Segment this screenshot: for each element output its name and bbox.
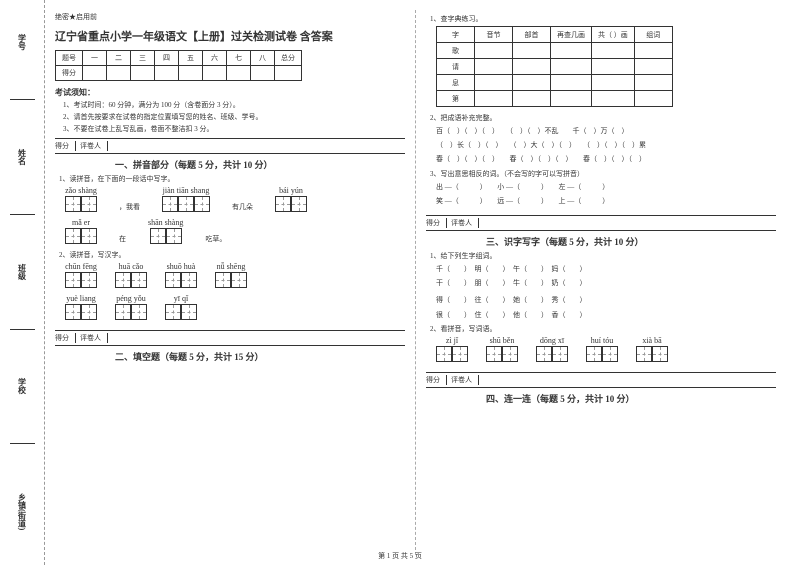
- section-4-title: 四、连一连（每题 5 分，共计 10 分）: [486, 392, 776, 405]
- th: 三: [131, 51, 155, 66]
- binding-margin: 学号 姓名 班级 学校 乡镇(街道): [0, 0, 45, 565]
- notice-item: 3、不要在试卷上乱写乱画，卷面不整洁扣 3 分。: [63, 124, 405, 134]
- question-text: 2、看拼音，写词语。: [430, 324, 776, 334]
- idiom-line: 春（ ）（ ）（ ） 春（ ）（ ）（ ） 春（ ）（ ）（ ）: [436, 154, 776, 165]
- pinyin: jiàn tiān shang: [163, 186, 210, 195]
- margin-line: [10, 329, 35, 330]
- group-line: 干（ ） 朋（ ） 牛（ ） 奶（ ）: [436, 278, 776, 289]
- score-label: 得分: [426, 375, 447, 385]
- left-column: 绝密★启用前 辽宁省重点小学一年级语文【上册】过关检测试卷 含答案 题号 一 二…: [45, 0, 415, 565]
- marker-label: 评卷人: [80, 333, 108, 343]
- th: 二: [107, 51, 131, 66]
- pinyin-row: zì jǐ shū běn dōng xī huí tóu xià bā: [436, 336, 776, 362]
- right-column: 1、查字典练习。 字 音节 部首 再查几画 共（ ）画 组词 歌 请 息 第 2…: [416, 0, 786, 565]
- pinyin: mǎ er: [72, 218, 90, 227]
- inline-text: ，我看: [119, 202, 140, 212]
- exam-title: 辽宁省重点小学一年级语文【上册】过关检测试卷 含答案: [55, 28, 405, 44]
- th: 七: [227, 51, 251, 66]
- margin-label: 姓名: [17, 149, 28, 165]
- inline-text: 有几朵: [232, 202, 253, 212]
- group-line: 很（ ） 住（ ） 他（ ） 香（ ）: [436, 310, 776, 321]
- score-box: 得分 评卷人: [55, 138, 405, 154]
- pinyin-row: yuè liang péng yǒu yī qǐ: [65, 294, 405, 320]
- marker-label: 评卷人: [451, 218, 479, 228]
- pinyin-block: mǎ er: [65, 218, 97, 244]
- question-text: 2、读拼音，写汉字。: [59, 250, 405, 260]
- margin-label: 学号: [17, 34, 28, 50]
- score-box: 得分 评卷人: [426, 372, 776, 388]
- question-text: 3、写出意思相反的词。（不会写的字可以写拼音）: [430, 169, 776, 179]
- pinyin-row: zǎo shàng ，我看 jiàn tiān shang 有几朵 bái yú…: [65, 186, 405, 212]
- pinyin-block: shān shàng: [148, 218, 183, 244]
- th: 四: [155, 51, 179, 66]
- group-line: 得（ ） 往（ ） 她（ ） 秀（ ）: [436, 295, 776, 306]
- margin-line: [10, 214, 35, 215]
- notice-heading: 考试须知：: [55, 87, 405, 98]
- question-text: 2、把成语补充完整。: [430, 113, 776, 123]
- opposite-line: 出 —（ ） 小 —（ ） 左 —（ ）: [436, 182, 776, 193]
- inline-text: 在: [119, 234, 126, 244]
- th: 总分: [275, 51, 302, 66]
- margin-label: 乡镇(街道): [17, 493, 28, 530]
- question-text: 1、给下列生字组词。: [430, 251, 776, 261]
- notice-item: 1、考试时间：60 分钟，满分为 100 分（含卷面分 3 分）。: [63, 100, 405, 110]
- inline-text: 吃草。: [205, 234, 226, 244]
- th: 六: [203, 51, 227, 66]
- opposite-line: 笑 —（ ） 远 —（ ） 上 —（ ）: [436, 196, 776, 207]
- pinyin-row: chūn fēng huā cǎo shuō huà nǚ shēng: [65, 262, 405, 288]
- pinyin: zǎo shàng: [65, 186, 97, 195]
- score-table: 题号 一 二 三 四 五 六 七 八 总分 得分: [55, 50, 302, 81]
- score-label: 得分: [55, 141, 76, 151]
- score-label: 得分: [55, 333, 76, 343]
- margin-label: 班级: [17, 264, 28, 280]
- score-box: 得分 评卷人: [426, 215, 776, 231]
- pinyin-block: zǎo shàng: [65, 186, 97, 212]
- th: 一: [83, 51, 107, 66]
- page-footer: 第 1 页 共 5 页: [0, 551, 800, 561]
- secret-mark: 绝密★启用前: [55, 12, 405, 22]
- score-box: 得分 评卷人: [55, 330, 405, 346]
- margin-label: 学校: [17, 378, 28, 394]
- margin-line: [10, 99, 35, 100]
- notice-item: 2、请首先按要求在试卷的指定位置填写您的姓名、班级、学号。: [63, 112, 405, 122]
- pinyin-block: bái yún: [275, 186, 307, 212]
- score-label: 得分: [426, 218, 447, 228]
- pinyin-row: mǎ er 在 shān shàng 吃草。: [65, 218, 405, 244]
- idiom-line: 百（ ）（ ）（ ） （ ）（ ）不乱 千（ ）万（ ）: [436, 126, 776, 137]
- pinyin-block: jiàn tiān shang: [162, 186, 210, 212]
- marker-label: 评卷人: [451, 375, 479, 385]
- section-1-title: 一、拼音部分（每题 5 分，共计 10 分）: [115, 158, 405, 171]
- section-3-title: 三、识字写字（每题 5 分，共计 10 分）: [486, 235, 776, 248]
- margin-line: [10, 443, 35, 444]
- group-line: 千（ ） 明（ ） 午（ ） 妈（ ）: [436, 264, 776, 275]
- marker-label: 评卷人: [80, 141, 108, 151]
- section-2-title: 二、填空题（每题 5 分，共计 15 分）: [115, 350, 405, 363]
- idiom-line: （ ）长（ ）（ ） （ ）大（ ）（ ） （ ）（ ）（ ）累: [436, 140, 776, 151]
- question-text: 1、读拼音，在下面的一段话中写字。: [59, 174, 405, 184]
- th: 五: [179, 51, 203, 66]
- th: 题号: [56, 51, 83, 66]
- pinyin: bái yún: [279, 186, 303, 195]
- pinyin: shān shàng: [148, 218, 183, 227]
- question-text: 1、查字典练习。: [430, 14, 776, 24]
- row-label: 得分: [56, 66, 83, 81]
- th: 八: [251, 51, 275, 66]
- dictionary-table: 字 音节 部首 再查几画 共（ ）画 组词 歌 请 息 第: [436, 26, 673, 107]
